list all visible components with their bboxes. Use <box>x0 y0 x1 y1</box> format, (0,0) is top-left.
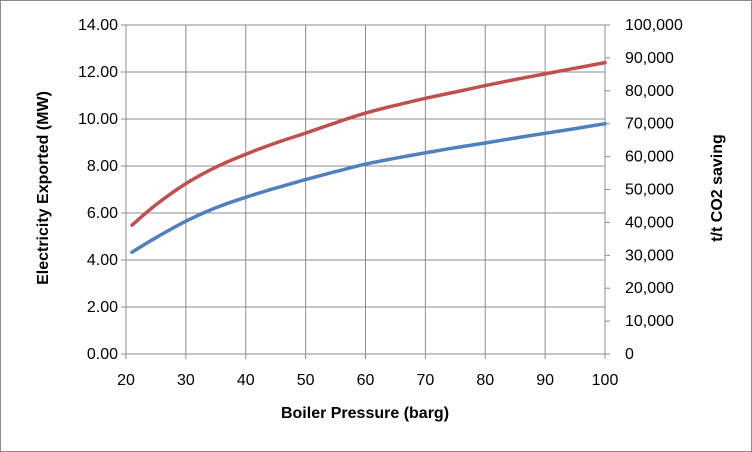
y2-tick-label: 50,000 <box>625 182 674 199</box>
x-tick-label: 50 <box>297 372 315 389</box>
y2-axis-title: t/t CO2 saving <box>709 134 726 242</box>
y-axis-title: Electricity Exported (MW) <box>35 91 52 285</box>
y-tick-label: 6.00 <box>87 205 118 222</box>
y2-tick-label: 100,000 <box>625 17 683 34</box>
y2-tick-label: 0 <box>625 346 634 363</box>
y2-tick-label: 10,000 <box>625 313 674 330</box>
y-tick-label: 8.00 <box>87 158 118 175</box>
y2-tick-label: 70,000 <box>625 116 674 133</box>
y2-tick-label: 20,000 <box>625 280 674 297</box>
series-line-1 <box>130 121 607 254</box>
x-tick-label: 90 <box>536 372 554 389</box>
tick-labels: 0.00 2.00 4.00 6.00 8.00 10.00 12.00 14.00 20 30 4… <box>78 17 683 389</box>
y-tick-label: 0.00 <box>87 346 118 363</box>
x-tick-label: 20 <box>117 372 135 389</box>
y2-tick-label: 60,000 <box>625 149 674 166</box>
x-tick-label: 70 <box>416 372 434 389</box>
y-tick-label: 12.00 <box>78 64 118 81</box>
y-tick-label: 10.00 <box>78 111 118 128</box>
axes <box>121 24 610 359</box>
x-tick-label: 40 <box>237 372 255 389</box>
gridlines <box>125 24 606 355</box>
x-axis-title: Boiler Pressure (barg) <box>281 405 449 422</box>
y2-tick-label: 30,000 <box>625 247 674 264</box>
y-tick-label: 14.00 <box>78 17 118 34</box>
x-tick-label: 30 <box>177 372 195 389</box>
x-tick-label: 60 <box>357 372 375 389</box>
x-tick-label: 100 <box>592 372 619 389</box>
y-tick-label: 2.00 <box>87 299 118 316</box>
y2-tick-label: 90,000 <box>625 50 674 67</box>
y2-tick-label: 80,000 <box>625 83 674 100</box>
series-line-2 <box>130 60 607 227</box>
series-lines <box>130 60 607 254</box>
x-tick-label: 80 <box>476 372 494 389</box>
y-tick-label: 4.00 <box>87 252 118 269</box>
y2-tick-label: 40,000 <box>625 214 674 231</box>
